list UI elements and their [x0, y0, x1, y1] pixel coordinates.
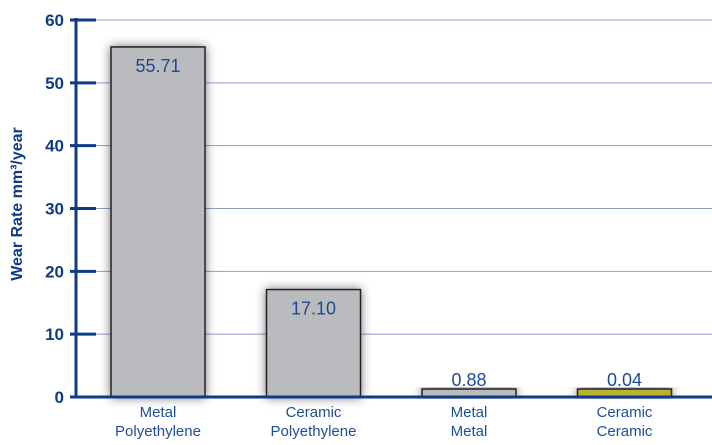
x-tick-label: Polyethylene	[115, 423, 201, 440]
data-label: 0.88	[451, 370, 486, 390]
data-label: 0.04	[607, 370, 642, 390]
bars: 55.71 17.10 0.88 0.04	[110, 46, 673, 398]
y-tick-label: 50	[45, 74, 64, 93]
x-tick-label: Metal	[451, 423, 488, 440]
x-tick-label: Ceramic	[286, 404, 342, 421]
data-label: 17.10	[291, 299, 336, 319]
bar	[110, 46, 206, 398]
y-tick-label: 30	[45, 200, 64, 219]
y-tick-label: 40	[45, 137, 64, 156]
data-label: 55.71	[135, 56, 180, 76]
x-tick-label: Metal	[140, 404, 177, 421]
y-tick-label: 0	[55, 388, 64, 407]
x-tick-label: Polyethylene	[271, 423, 357, 440]
x-tick-label: Ceramic	[597, 404, 653, 421]
y-axis-label: Wear Rate mm³/year	[9, 127, 26, 281]
axes: 0 10 20 30 40 50 60 Metal Polyethylene Ceramic Pol…	[45, 11, 712, 440]
y-tick-label: 20	[45, 262, 64, 281]
x-tick-label: Ceramic	[597, 423, 653, 440]
y-tick-label: 60	[45, 11, 64, 30]
x-tick-label: Metal	[451, 404, 488, 421]
y-tick-label: 10	[45, 325, 64, 344]
